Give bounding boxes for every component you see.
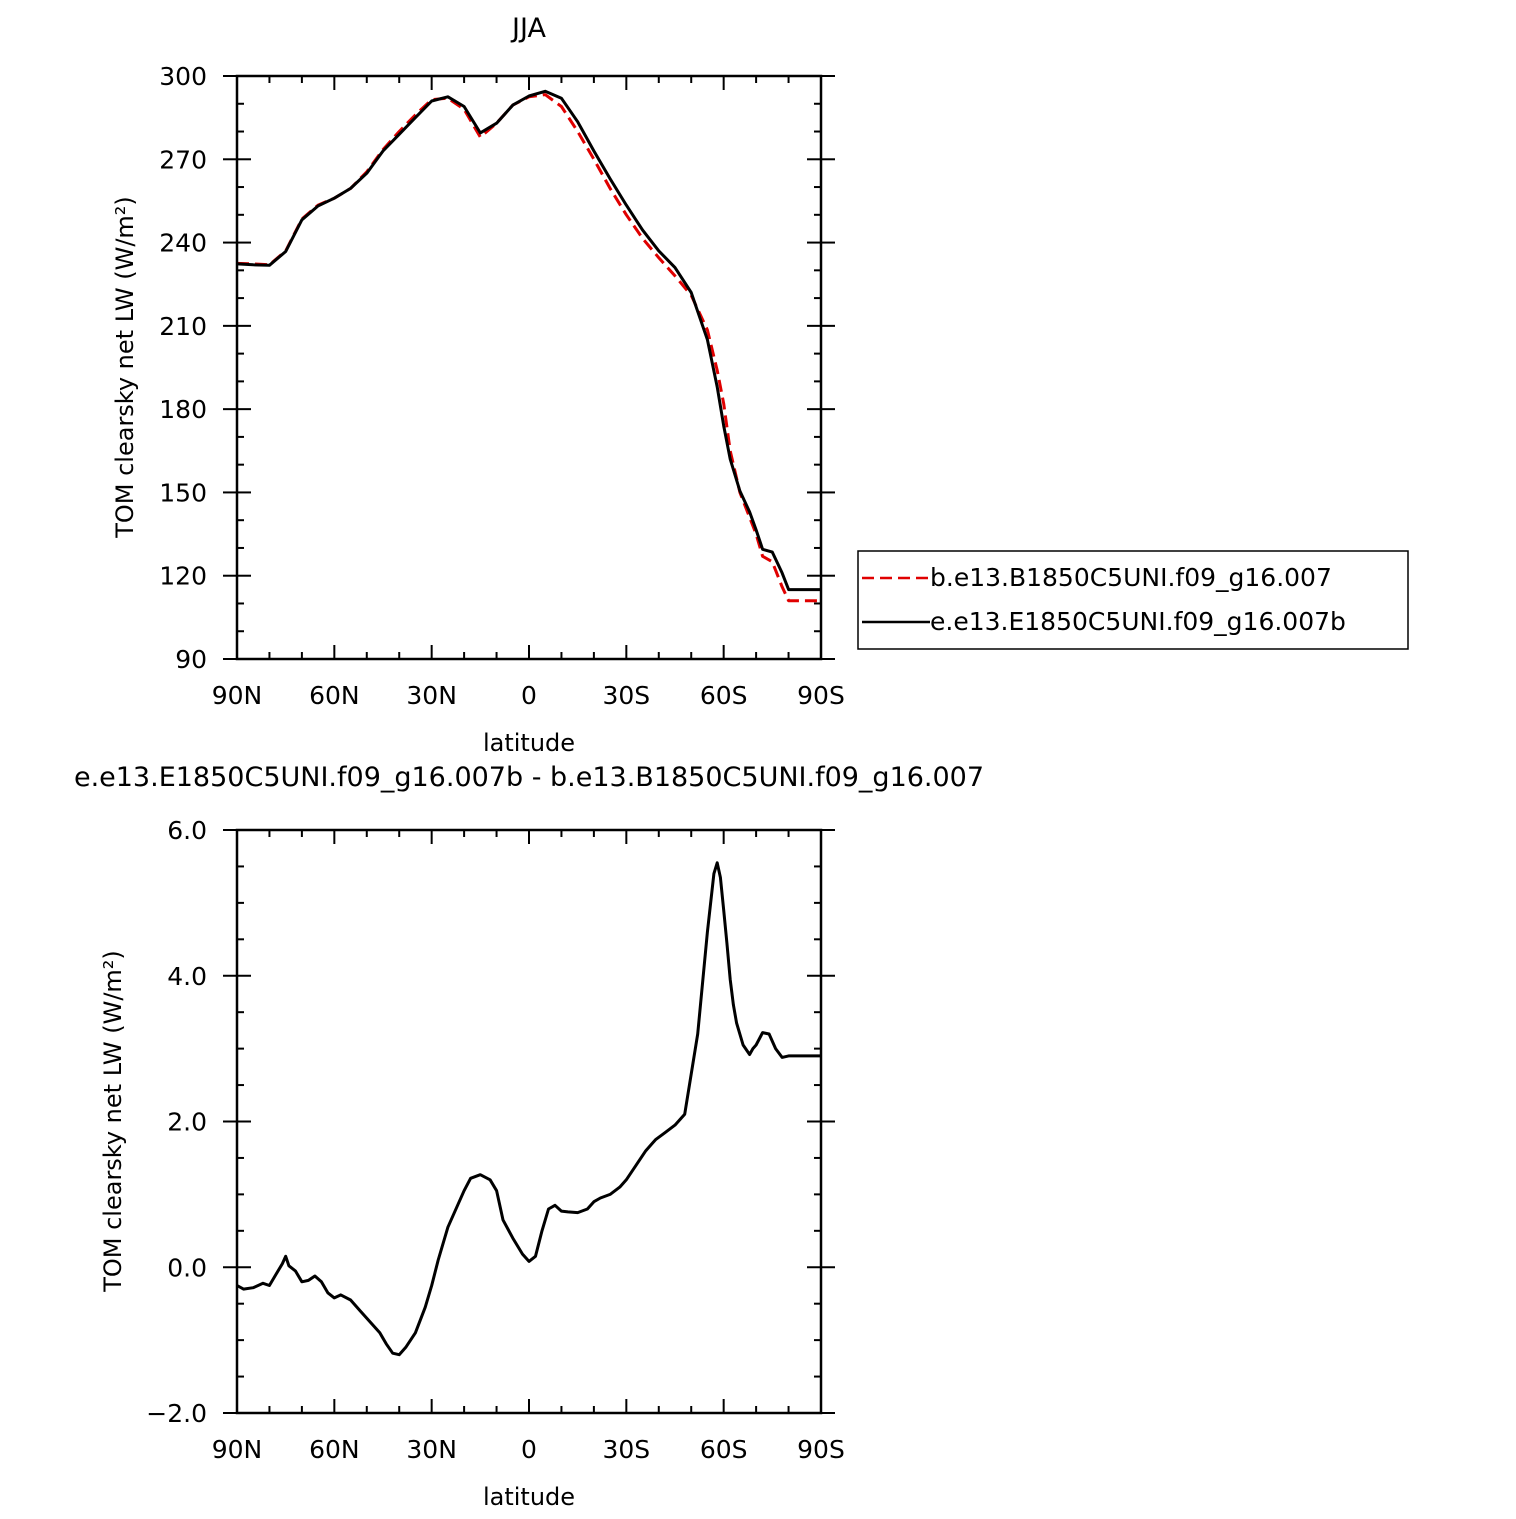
top-x-axis-title: latitude [483,729,575,757]
y-tick-label: 300 [159,62,207,91]
legend-box [857,550,1409,650]
series-line-0-1 [236,89,821,592]
legend-entry-b1850: b.e13.B1850C5UNI.f09_g16.007 [930,563,1332,592]
legend-entry-e1850: e.e13.E1850C5UNI.f09_g16.007b [930,607,1346,636]
x-tick-label: 30N [406,1435,457,1464]
x-tick-label: 60N [309,681,360,710]
bottom-series-group [236,861,821,1357]
y-tick-label: 0.0 [167,1253,207,1282]
y-tick-label: 6.0 [167,816,207,845]
x-tick-label: 60S [700,681,748,710]
top-series-group [236,89,821,603]
bottom-x-axis-title: latitude [483,1483,575,1511]
top-plot-frame [235,74,823,661]
x-tick-label: 0 [521,681,537,710]
bottom-y-axis-title: TOM clearsky net LW (W/m²) [99,950,127,1293]
y-tick-label: 90 [175,645,207,674]
x-tick-label: 30N [406,681,457,710]
x-tick-label: 30S [602,1435,650,1464]
x-tick-label: 90N [212,1435,263,1464]
y-tick-label: 210 [159,312,207,341]
series-line-0-0 [236,93,821,603]
bottom-y-tick-labels: −2.0 0.0 2.0 4.0 6.0 [146,816,207,1428]
x-tick-label: 30S [602,681,650,710]
top-x-tick-labels: 90N 60N 30N 0 30S 60S 90S [212,681,845,710]
y-tick-label: −2.0 [146,1399,207,1428]
legend: b.e13.B1850C5UNI.f09_g16.007 e.e13.E1850… [857,550,1409,650]
x-tick-label: 60N [309,1435,360,1464]
bottom-ticks [223,829,835,1414]
x-tick-label: 0 [521,1435,537,1464]
top-chart-title: JJA [510,13,546,44]
bottom-plot-frame [235,828,823,1415]
y-tick-label: 150 [159,478,207,507]
bottom-panel: e.e13.E1850C5UNI.f09_g16.007b - b.e13.B1… [74,762,984,1511]
x-tick-label: 90S [797,1435,845,1464]
top-panel: JJA 90N 60N 30N 0 30S 60S 90S 90 120 150 180 210 24… [111,13,1409,757]
top-y-axis-title: TOM clearsky net LW (W/m²) [111,196,139,539]
x-tick-label: 90S [797,681,845,710]
y-tick-label: 270 [159,145,207,174]
y-tick-label: 180 [159,395,207,424]
series-line-1-0 [236,861,821,1357]
y-tick-label: 120 [159,562,207,591]
x-tick-label: 60S [700,1435,748,1464]
x-tick-label: 90N [212,681,263,710]
top-y-tick-labels: 90 120 150 180 210 240 270 300 [159,62,207,674]
y-tick-label: 2.0 [167,1108,207,1137]
top-ticks [223,75,835,660]
y-tick-label: 4.0 [167,962,207,991]
bottom-x-tick-labels: 90N 60N 30N 0 30S 60S 90S [212,1435,845,1464]
y-tick-label: 240 [159,229,207,258]
bottom-chart-title: e.e13.E1850C5UNI.f09_g16.007b - b.e13.B1… [74,762,984,793]
